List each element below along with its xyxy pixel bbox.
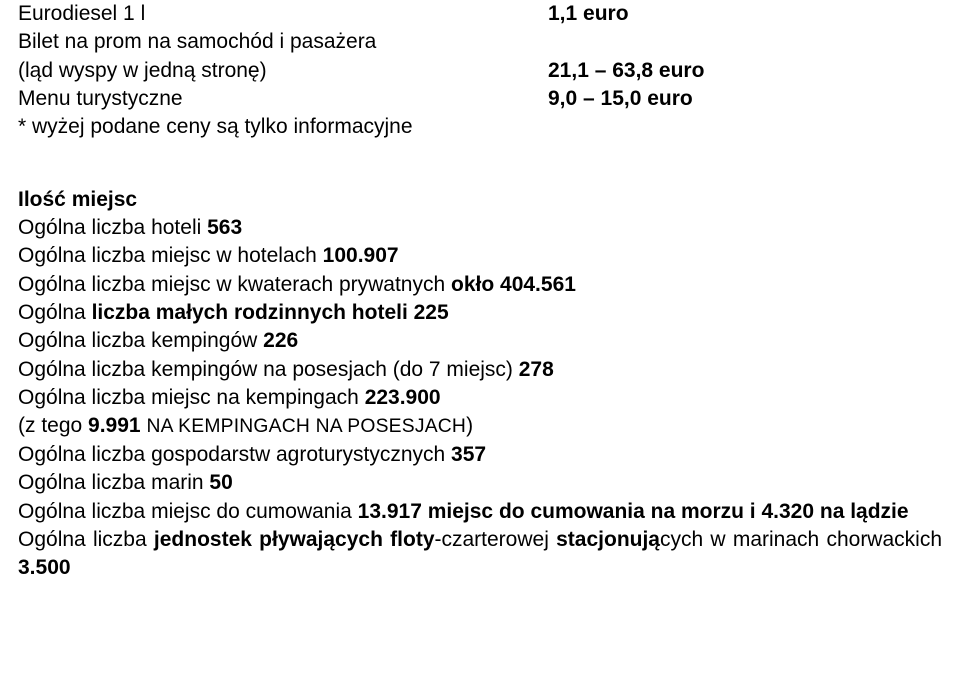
stat-camping-subnote: (z tego 9.991 NA KEMPINGACH NA POSESJACH… [18, 412, 942, 440]
stat-label: Ogólna liczba marin [18, 471, 209, 494]
stat-value: 100.907 [323, 244, 399, 267]
stat-value: 9.991 [88, 414, 146, 437]
price-row-ferry-2: (ląd wyspy w jedną stronę) 21,1 – 63,8 e… [18, 57, 778, 85]
stat-campings: Ogólna liczba kempingów 226 [18, 327, 942, 355]
price-label: Eurodiesel 1 l [18, 0, 548, 28]
price-value: 9,0 – 15,0 euro [548, 85, 778, 113]
price-value: 21,1 – 63,8 euro [548, 57, 778, 85]
stat-campings-property: Ogólna liczba kempingów na posesjach (do… [18, 356, 942, 384]
stat-charter-fleet: Ogólna liczba jednostek pływających flot… [18, 526, 942, 583]
stat-value: 563 [207, 216, 242, 239]
stat-hotel-places: Ogólna liczba miejsc w hotelach 100.907 [18, 242, 942, 270]
stat-label: Ogólna liczba miejsc w hotelach [18, 244, 323, 267]
stat-private-quarters: Ogólna liczba miejsc w kwaterach prywatn… [18, 271, 942, 299]
stat-family-hotels: Ogólna liczba małych rodzinnych hoteli 2… [18, 299, 942, 327]
stat-value: okło 404.561 [451, 273, 576, 296]
small-caps-text: NA KEMPINGACH NA POSESJACH [146, 416, 466, 437]
stat-label: Ogólna liczba miejsc na kempingach [18, 386, 365, 409]
price-label: Menu turystyczne [18, 85, 548, 113]
price-value-empty [548, 28, 778, 56]
stat-mooring: Ogólna liczba miejsc do cumowania 13.917… [18, 498, 942, 526]
price-value: 1,1 euro [548, 0, 778, 28]
stat-label: Ogólna liczba miejsc do cumowania [18, 500, 358, 523]
text-part: -czarterowej [435, 528, 557, 551]
text-part-bold: stacjonują [556, 528, 660, 551]
price-row-eurodiesel: Eurodiesel 1 l 1,1 euro [18, 0, 778, 28]
stat-camping-places: Ogólna liczba miejsc na kempingach 223.9… [18, 384, 942, 412]
text-part: Ogólna liczba [18, 528, 154, 551]
stat-value: 3.500 [18, 556, 71, 579]
stat-value: liczba małych rodzinnych hoteli 225 [92, 301, 449, 324]
stat-value: 50 [209, 471, 232, 494]
text-part: (z tego [18, 414, 88, 437]
stat-label: Ogólna liczba hoteli [18, 216, 207, 239]
stat-label-part: Ogólna [18, 301, 92, 324]
text-part: cych w marinach chorwackich [660, 528, 942, 551]
stat-value: 223.900 [365, 386, 441, 409]
section-heading: Ilość miejsc [18, 186, 942, 214]
text-part-bold: jednostek pływających floty [154, 528, 435, 551]
stat-marinas: Ogólna liczba marin 50 [18, 469, 942, 497]
text-part: ) [466, 414, 473, 437]
stat-value: 13.917 miejsc do cumowania na morzu i 4.… [358, 500, 909, 523]
price-label: Bilet na prom na samochód i pasażera [18, 28, 548, 56]
stat-label: Ogólna liczba gospodarstw agroturystyczn… [18, 443, 451, 466]
stat-label: Ogólna liczba miejsc w kwaterach prywatn… [18, 273, 451, 296]
stat-hotels: Ogólna liczba hoteli 563 [18, 214, 942, 242]
stat-agrotourism: Ogólna liczba gospodarstw agroturystyczn… [18, 441, 942, 469]
price-note: * wyżej podane ceny są tylko informacyjn… [18, 113, 942, 141]
price-label: (ląd wyspy w jedną stronę) [18, 57, 548, 85]
document-page: Eurodiesel 1 l 1,1 euro Bilet na prom na… [0, 0, 960, 583]
stat-value: 226 [263, 329, 298, 352]
stat-label: Ogólna liczba kempingów na posesjach (do… [18, 358, 519, 381]
stat-label: Ogólna liczba kempingów [18, 329, 263, 352]
stat-value: 278 [519, 358, 554, 381]
price-row-ferry-1: Bilet na prom na samochód i pasażera [18, 28, 778, 56]
stat-value: 357 [451, 443, 486, 466]
price-row-menu: Menu turystyczne 9,0 – 15,0 euro [18, 85, 778, 113]
